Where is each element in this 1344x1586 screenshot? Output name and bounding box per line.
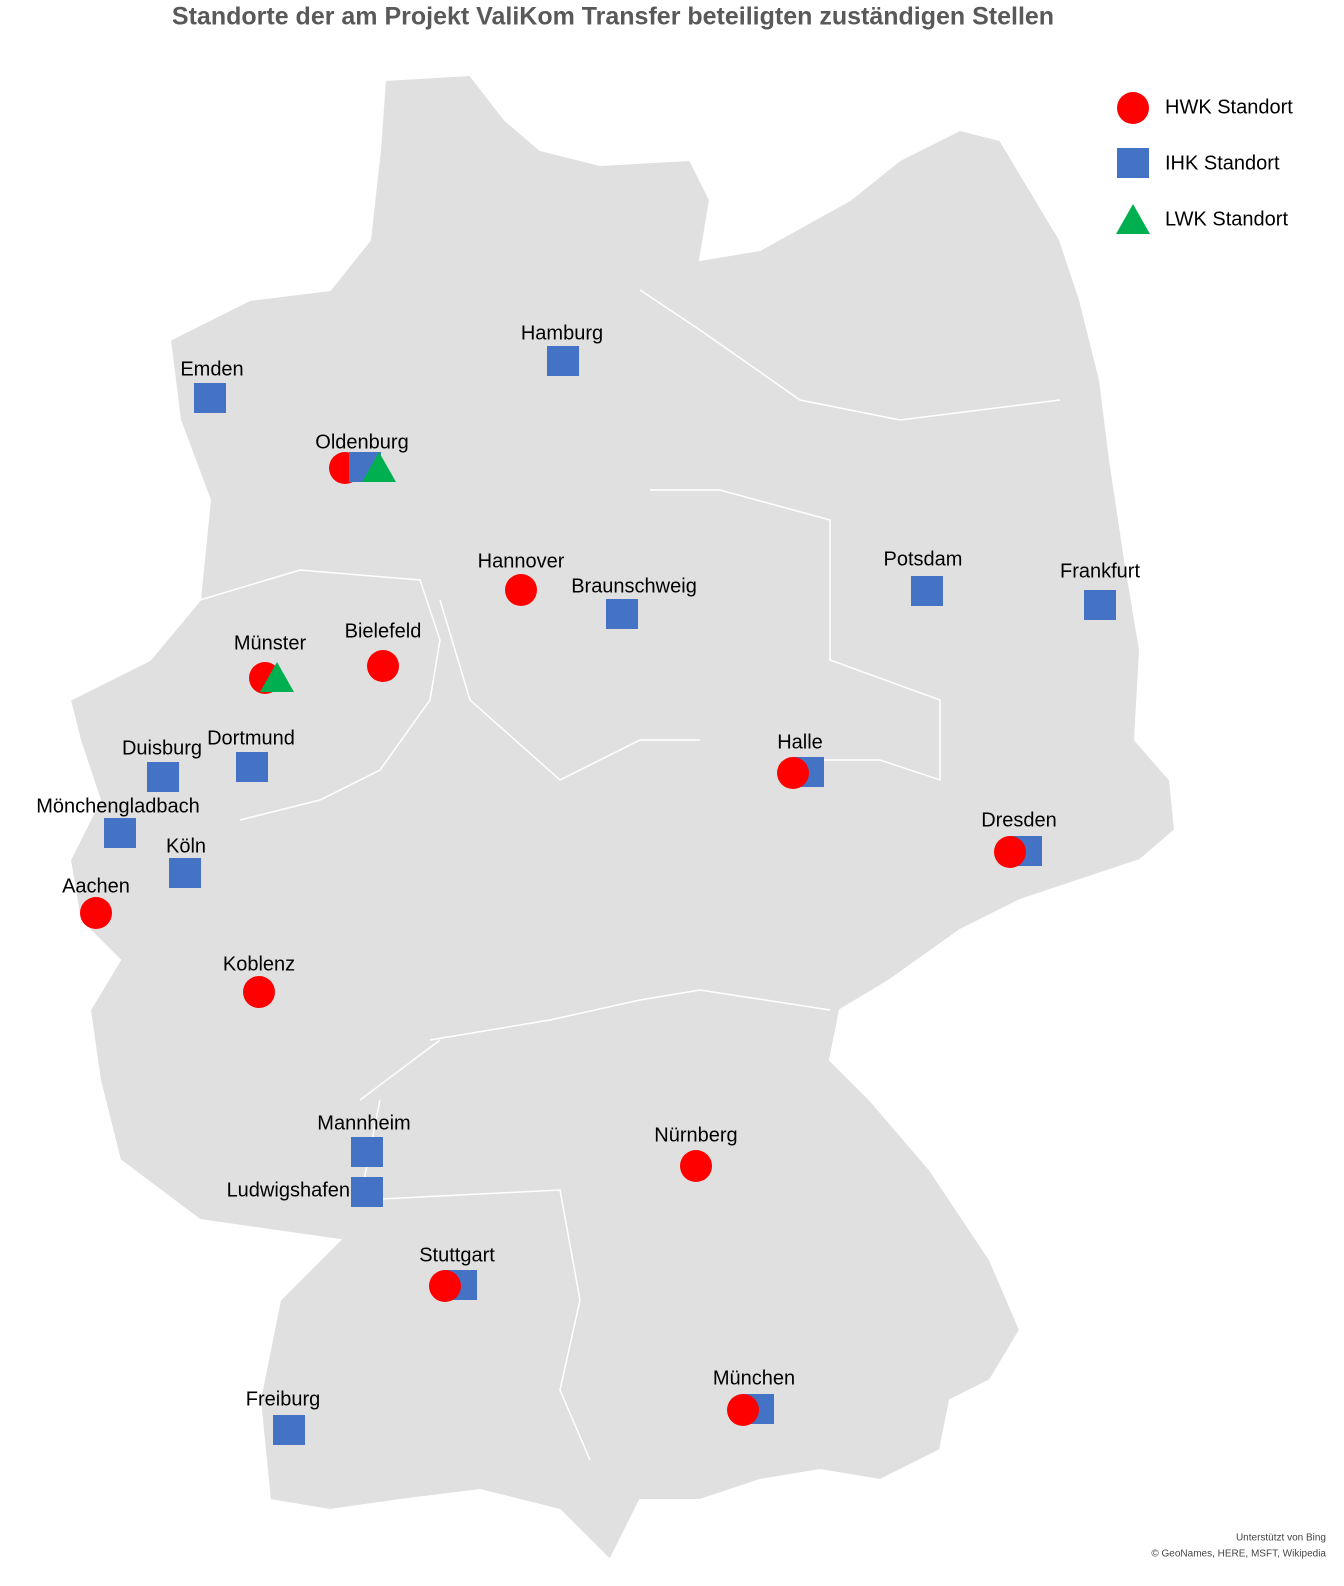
ihk-marker bbox=[911, 576, 943, 606]
location: Duisburg bbox=[122, 737, 202, 792]
location-label: Freiburg bbox=[246, 1388, 320, 1410]
location: Stuttgart bbox=[419, 1244, 495, 1302]
location-label: Mönchengladbach bbox=[36, 795, 199, 817]
location-label: Aachen bbox=[62, 875, 130, 897]
location-label: Emden bbox=[180, 358, 243, 380]
location: Dresden bbox=[981, 809, 1057, 868]
location-label: Stuttgart bbox=[419, 1244, 495, 1266]
hwk-marker bbox=[367, 650, 399, 682]
location: Ludwigshafen bbox=[227, 1177, 383, 1207]
attribution: © GeoNames, HERE, MSFT, Wikipedia bbox=[1151, 1549, 1326, 1560]
location: Bielefeld bbox=[345, 620, 422, 682]
hwk-marker bbox=[1117, 92, 1149, 124]
location-label: Braunschweig bbox=[571, 575, 697, 597]
location: Dortmund bbox=[207, 727, 295, 782]
location-label: Potsdam bbox=[884, 548, 963, 570]
location-label: Mannheim bbox=[317, 1112, 410, 1134]
hwk-marker bbox=[429, 1270, 461, 1302]
location-label: München bbox=[713, 1367, 795, 1389]
legend-label: LWK Standort bbox=[1165, 208, 1288, 230]
location: Halle bbox=[777, 731, 824, 789]
ihk-marker bbox=[104, 818, 136, 848]
location: Oldenburg bbox=[315, 431, 409, 484]
location-label: Hamburg bbox=[521, 322, 603, 344]
ihk-marker bbox=[1117, 148, 1149, 178]
ihk-marker bbox=[606, 599, 638, 629]
ihk-marker bbox=[169, 858, 201, 888]
legend: HWK Standort IHK Standort LWK Standort bbox=[1116, 92, 1293, 234]
location-label: Halle bbox=[777, 731, 823, 753]
lwk-marker bbox=[260, 662, 294, 692]
ihk-marker bbox=[194, 383, 226, 413]
ihk-marker bbox=[1084, 590, 1116, 620]
location: Mönchengladbach bbox=[36, 795, 200, 848]
map-title: Standorte der am Projekt ValiKom Transfe… bbox=[172, 3, 1054, 31]
location: Emden bbox=[180, 358, 244, 413]
location-label: Ludwigshafen bbox=[227, 1179, 350, 1201]
location: Potsdam bbox=[884, 548, 963, 606]
hwk-marker bbox=[727, 1394, 759, 1426]
hwk-marker bbox=[243, 976, 275, 1008]
location-label: Frankfurt bbox=[1060, 560, 1140, 582]
hwk-marker bbox=[777, 757, 809, 789]
location-label: Duisburg bbox=[122, 737, 202, 759]
ihk-marker bbox=[351, 1177, 383, 1207]
hwk-marker bbox=[80, 897, 112, 929]
ihk-marker bbox=[273, 1415, 305, 1445]
country-outline bbox=[68, 73, 1177, 1562]
ihk-marker bbox=[236, 752, 268, 782]
location: Koblenz bbox=[223, 953, 295, 1008]
legend-label: HWK Standort bbox=[1165, 96, 1293, 118]
location: Münster bbox=[234, 632, 307, 694]
location-label: Nürnberg bbox=[654, 1124, 737, 1146]
lwk-marker bbox=[1116, 204, 1150, 234]
location: Braunschweig bbox=[571, 575, 697, 629]
state-borders bbox=[199, 289, 1061, 1461]
location: Köln bbox=[166, 835, 206, 888]
ihk-marker bbox=[351, 1137, 383, 1167]
ihk-marker bbox=[547, 346, 579, 376]
location-label: Dresden bbox=[981, 809, 1057, 831]
location: München bbox=[713, 1367, 795, 1426]
location-label: Hannover bbox=[478, 550, 565, 572]
location: Hannover bbox=[478, 550, 565, 606]
location: Nürnberg bbox=[654, 1124, 738, 1182]
location-label: Bielefeld bbox=[345, 620, 422, 642]
location: Aachen bbox=[62, 875, 130, 929]
locations: Hamburg Emden Oldenburg Hannover Braunschwei… bbox=[36, 322, 1140, 1445]
lwk-marker bbox=[362, 452, 396, 482]
location-label: Oldenburg bbox=[315, 431, 408, 453]
hwk-marker bbox=[994, 836, 1026, 868]
location: Frankfurt bbox=[1060, 560, 1140, 620]
location: Hamburg bbox=[521, 322, 603, 376]
legend-label: IHK Standort bbox=[1165, 152, 1280, 174]
hwk-marker bbox=[680, 1150, 712, 1182]
location-label: Münster bbox=[234, 632, 307, 654]
location-label: Koblenz bbox=[223, 953, 295, 975]
hwk-marker bbox=[505, 574, 537, 606]
location: Mannheim bbox=[317, 1112, 411, 1167]
location-label: Köln bbox=[166, 835, 206, 857]
location: Freiburg bbox=[246, 1388, 320, 1445]
location-label: Dortmund bbox=[207, 727, 295, 749]
attribution: Unterstützt von Bing bbox=[1236, 1533, 1326, 1544]
ihk-marker bbox=[147, 762, 179, 792]
